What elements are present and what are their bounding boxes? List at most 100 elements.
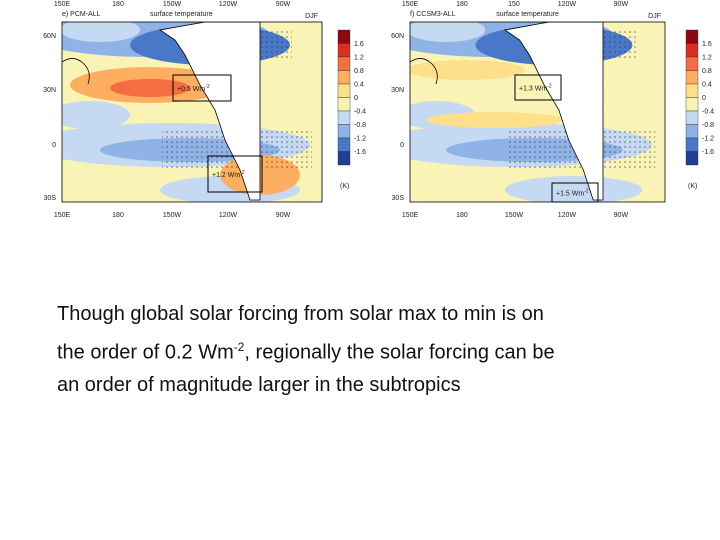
lat-label: 60N <box>391 33 404 40</box>
panel-variable: surface temperature <box>150 11 213 18</box>
colorbar-unit: (K) <box>340 183 349 190</box>
colorbar-swatch <box>337 56 351 71</box>
anomaly-region <box>410 60 525 80</box>
lon-label: 180 <box>456 212 468 219</box>
colorbar-swatch <box>685 56 699 71</box>
colorbar-label: -1.6 <box>354 149 366 156</box>
text-line: , regionally the solar forcing can be <box>244 341 555 364</box>
text-line: the order of 0.2 Wm <box>57 341 234 364</box>
colorbar-label: 0.4 <box>354 82 364 89</box>
lon-label: 150E <box>54 212 71 219</box>
lon-label: 150E <box>402 212 419 219</box>
lon-label: 180 <box>112 1 124 8</box>
lon-label: 90W <box>614 212 629 219</box>
colorbar-swatch <box>685 124 699 139</box>
colorbar-label: -0.8 <box>702 122 714 129</box>
colorbar-label: 1.2 <box>702 55 712 62</box>
lon-label: 150W <box>163 1 182 8</box>
panel-variable: surface temperature <box>496 11 559 18</box>
forcing-value: +0.5 Wm <box>177 86 205 93</box>
paragraph: Though global solar forcing from solar m… <box>57 298 555 401</box>
colorbar-swatch <box>685 70 699 85</box>
lon-label: 150E <box>402 1 419 8</box>
lat-label: 30N <box>43 87 56 94</box>
anomaly-region <box>62 22 140 42</box>
colorbar-unit: (K) <box>688 183 697 190</box>
map-frame <box>409 21 666 203</box>
map-panel: f) CCSM3-ALL surface temperature DJF 150E 18… <box>391 1 714 219</box>
colorbar-swatch <box>337 151 351 166</box>
colorbar-swatch <box>337 124 351 139</box>
lat-label: 30S <box>44 195 57 202</box>
colorbar-label: -0.8 <box>354 122 366 129</box>
lon-label: 150W <box>163 212 182 219</box>
coastline <box>410 58 438 85</box>
colorbar-swatch <box>337 29 351 44</box>
anomaly-region <box>426 112 564 128</box>
anomaly-region <box>410 22 486 42</box>
lat-label: 30S <box>392 195 405 202</box>
colorbar-label: 0.4 <box>702 82 712 89</box>
forcing-box <box>551 182 599 203</box>
colorbar-swatch <box>337 43 351 58</box>
anomaly-region <box>62 101 130 129</box>
anomaly-region <box>110 79 190 97</box>
colorbar-label: -1.6 <box>702 149 714 156</box>
forcing-box <box>514 74 562 101</box>
forcing-value: +1.2 Wm <box>212 172 240 179</box>
superscript: -2 <box>584 189 589 195</box>
colorbar-label: -0.4 <box>354 109 366 116</box>
colorbar-swatch <box>337 70 351 85</box>
map-field <box>410 22 665 202</box>
colorbar-swatch <box>685 43 699 58</box>
forcing-label: +1.5 Wm-2 <box>556 189 589 198</box>
colorbar-label: 0 <box>702 95 706 102</box>
colorbar-label: -1.2 <box>702 136 714 143</box>
lon-label: 180 <box>456 1 468 8</box>
superscript: -2 <box>233 339 245 354</box>
colorbar-swatch <box>685 110 699 125</box>
lat-label: 60N <box>43 33 56 40</box>
panel-title: e) PCM-ALL <box>62 11 101 18</box>
panel-season: DJF <box>648 13 661 20</box>
land <box>503 22 604 201</box>
colorbar-swatch <box>337 110 351 125</box>
forcing-value: +1.3 Wm <box>519 86 547 93</box>
map-panel: e) PCM-ALL surface temperature DJF 150E 180 1… <box>43 1 366 219</box>
lon-label: 180 <box>112 212 124 219</box>
lon-label: 120W <box>219 212 238 219</box>
colorbar-swatch <box>685 151 699 166</box>
lon-label: 90W <box>276 212 291 219</box>
forcing-label: +1.3 Wm-2 <box>519 84 552 93</box>
colorbar-label: 0 <box>354 95 358 102</box>
lon-label: 90W <box>276 1 291 8</box>
text-line: an order of magnitude larger in the subt… <box>57 373 461 396</box>
colorbar-label: 1.6 <box>354 41 364 48</box>
colorbar-label: -0.4 <box>702 109 714 116</box>
coastline <box>62 58 90 85</box>
map-frame <box>61 21 323 203</box>
colorbar-swatch <box>685 83 699 98</box>
lon-label: 150W <box>505 212 524 219</box>
lat-label: 30N <box>391 87 404 94</box>
forcing-value: +1.5 Wm <box>556 191 584 198</box>
colorbar-label: 1.6 <box>702 41 712 48</box>
colorbar-swatch <box>685 137 699 152</box>
lat-label: 0 <box>52 142 56 149</box>
colorbar-swatch <box>685 29 699 44</box>
colorbar-swatch <box>685 97 699 112</box>
lon-label: 150 <box>508 1 520 8</box>
lat-label: 0 <box>400 142 404 149</box>
text-line: Though global solar forcing from solar m… <box>57 303 544 325</box>
colorbar-label: 0.8 <box>354 68 364 75</box>
colorbar-swatch <box>337 137 351 152</box>
forcing-box <box>172 74 232 102</box>
lon-label: 150E <box>54 1 71 8</box>
colorbar-label: -1.2 <box>354 136 366 143</box>
lon-label: 120W <box>219 1 238 8</box>
lon-label: 90W <box>614 1 629 8</box>
superscript: -2 <box>240 170 245 176</box>
forcing-box <box>207 155 263 193</box>
colorbar-label: 1.2 <box>354 55 364 62</box>
